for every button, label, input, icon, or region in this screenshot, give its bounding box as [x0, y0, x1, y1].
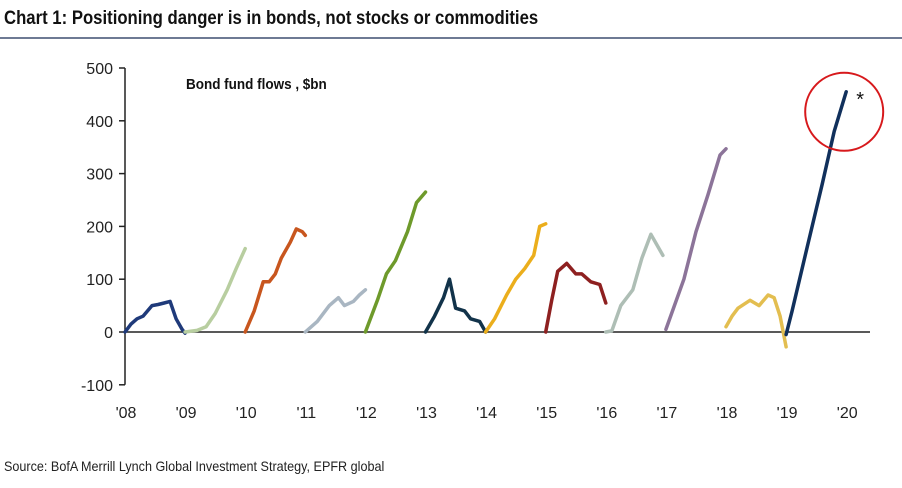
x-tick-label: '18 [717, 405, 738, 422]
x-tick-label: '17 [656, 405, 677, 422]
source-note: Source: BofA Merrill Lynch Global Invest… [4, 458, 385, 474]
title-divider [0, 37, 902, 39]
x-tick-label: '15 [536, 405, 557, 422]
x-tick-label: '12 [356, 405, 377, 422]
x-tick-label: '20 [837, 405, 858, 422]
annotation: * [804, 71, 885, 152]
chart-title: Chart 1: Positioning danger is in bonds,… [4, 8, 539, 29]
x-tick-label: '11 [296, 405, 316, 422]
y-tick-label: 400 [86, 114, 113, 131]
highlight-circle [804, 71, 885, 152]
y-tick-label: 500 [86, 61, 113, 78]
series-group [123, 90, 848, 349]
series-line-2015 [543, 261, 608, 334]
x-tick-label: '14 [476, 405, 497, 422]
y-tick-label: 100 [86, 272, 113, 289]
series-line-2019 [784, 90, 848, 337]
y-tick-label: 200 [86, 219, 113, 236]
y-tick-label: 300 [86, 167, 113, 184]
series-line-2010 [243, 227, 308, 334]
x-tick-label: '10 [236, 405, 257, 422]
x-tick-label: '09 [176, 405, 197, 422]
x-tick-label: '19 [777, 405, 798, 422]
series-line-2011 [303, 288, 368, 334]
bond-flows-chart: -100 0 100 200 300 400 500 '08 '09 '10 '11 '12 '13 '1… [81, 61, 885, 422]
series-line-2016 [604, 232, 665, 334]
chart-subtitle: Bond fund flows , $bn [186, 76, 327, 93]
x-tick-label: '16 [596, 405, 617, 422]
x-tick-label: '13 [416, 405, 437, 422]
axes: -100 0 100 200 300 400 500 '08 '09 '10 '11 '12 '13 '1… [81, 61, 870, 422]
series-line-2013 [423, 277, 488, 334]
series-line-2012 [363, 190, 428, 334]
x-tick-label: '08 [116, 405, 137, 422]
series-line-2008 [123, 299, 187, 335]
series-line-2009 [183, 246, 247, 334]
y-tick-label: -100 [81, 378, 113, 395]
series-line-2017 [664, 147, 728, 332]
series-line-2018 [724, 293, 788, 349]
series-line-2014 [483, 222, 548, 334]
asterisk-annotation: * [856, 89, 864, 111]
y-tick-label: 0 [104, 325, 113, 342]
